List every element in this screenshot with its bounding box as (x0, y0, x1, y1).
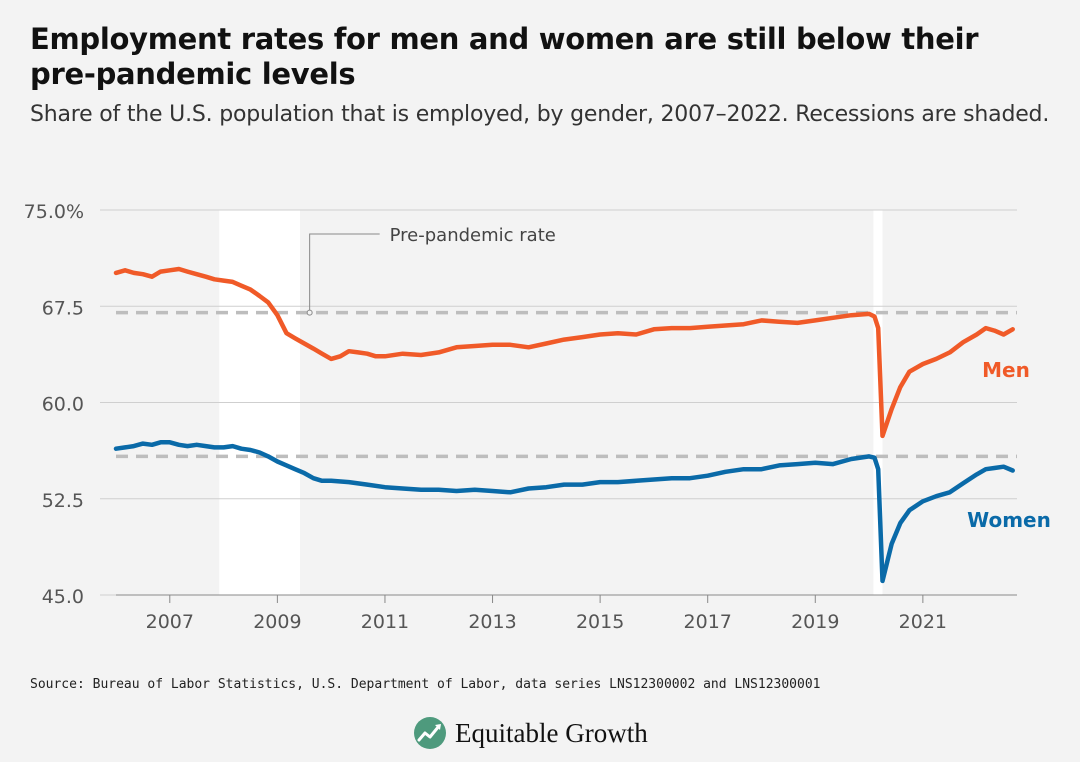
growth-logo-icon (414, 717, 446, 749)
annotation-dot (306, 309, 313, 316)
x-tick-label: 2007 (146, 611, 194, 633)
chart-title: Employment rates for men and women are s… (30, 22, 979, 91)
x-tick-label: 2013 (468, 611, 516, 633)
chart-subtitle: Share of the U.S. population that is emp… (30, 102, 1050, 127)
x-tick-label: 2015 (576, 611, 624, 633)
x-tick-label: 2009 (253, 611, 301, 633)
brand-logo: Equitable Growth (413, 713, 648, 753)
brand-name: Equitable Growth (455, 717, 648, 748)
y-tick-label: 67.5 (42, 297, 84, 319)
x-tick-label: 2021 (899, 611, 947, 633)
series-label-men: Men (982, 358, 1030, 382)
x-tick-label: 2019 (791, 611, 839, 633)
x-tick-label: 2011 (361, 611, 409, 633)
annotation-leader (309, 233, 380, 311)
annotation-pre-pandemic: Pre-pandemic rate (390, 225, 556, 246)
x-tick-label: 2017 (684, 611, 732, 633)
y-tick-label: 45.0 (42, 586, 84, 608)
y-tick-label: 52.5 (42, 490, 84, 512)
series-line-men (113, 266, 1015, 439)
y-tick-label: 60.0 (42, 394, 84, 416)
source-note: Source: Bureau of Labor Statistics, U.S.… (30, 677, 821, 692)
series-label-women: Women (967, 508, 1051, 532)
y-tick-label: 75.0% (24, 201, 84, 223)
series-line-women (113, 440, 1015, 584)
